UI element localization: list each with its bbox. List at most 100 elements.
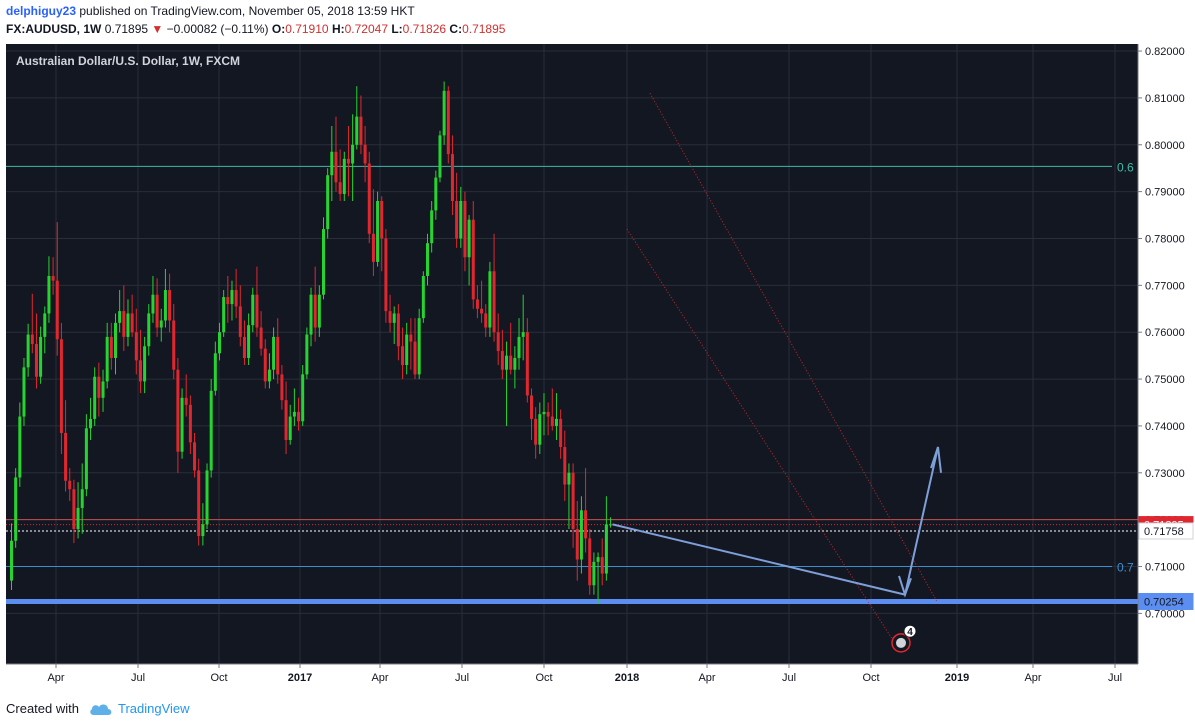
candle-down [484, 313, 488, 328]
y-axis-label: 0.80000 [1145, 140, 1185, 152]
price-change: −0.00082 (−0.11%) [166, 22, 269, 36]
candle-down [380, 200, 384, 239]
candle-up [376, 200, 380, 262]
candle-up [47, 275, 51, 314]
candle-down [297, 411, 301, 422]
candle-up [84, 428, 88, 490]
economic-event-badge[interactable]: 4 [891, 624, 917, 653]
chart-title: Australian Dollar/U.S. Dollar, 1W, FXCM [16, 54, 240, 68]
price-chart[interactable]: 0.6 0.7 0.82000 0.81000 0.80000 0.79000 0.780… [0, 44, 1195, 693]
candle-down [34, 343, 38, 377]
arrow-mid-head [898, 575, 912, 598]
candle-up [230, 290, 234, 305]
candle-down [338, 182, 342, 194]
y-axis-label: 0.70000 [1145, 608, 1185, 620]
candle-up [93, 376, 97, 419]
candle-down [238, 306, 242, 337]
y-axis-label: 0.82000 [1145, 46, 1185, 58]
publisher-name[interactable]: delphiguy23 [6, 4, 77, 18]
candle-down [475, 299, 479, 309]
candle-up [288, 416, 292, 440]
candle-down [134, 332, 138, 361]
x-axis-label: 2017 [288, 672, 312, 684]
candle-up [205, 470, 209, 525]
candle-up [326, 175, 330, 230]
tradingview-link[interactable]: TradingView [118, 701, 190, 716]
y-axis-label: 0.74000 [1145, 421, 1185, 433]
y-axis-label: 0.73000 [1145, 468, 1185, 480]
x-axis-label: Oct [535, 672, 552, 684]
candle-down [188, 404, 192, 443]
candle-down [550, 416, 554, 426]
x-axis-label: 2018 [615, 672, 639, 684]
level-label: 0.7 [1117, 561, 1134, 575]
candle-up [392, 313, 396, 323]
plot-area[interactable] [6, 44, 1138, 664]
candle-down [500, 350, 504, 370]
candle-up [10, 540, 13, 581]
candle-up [101, 381, 105, 398]
close-value: 0.71895 [462, 22, 506, 36]
candle-up [351, 144, 355, 164]
horizontal-levels: 0.6 0.7 [6, 160, 1138, 604]
open-value: 0.71910 [285, 22, 329, 36]
price-tag-box [1138, 522, 1194, 540]
channel-upper [649, 92, 938, 602]
x-axis-label: Apr [1024, 672, 1041, 684]
high-label: H: [331, 22, 345, 36]
price-tag-box [1138, 592, 1194, 610]
candle-down [588, 538, 592, 586]
candle-down [559, 418, 563, 448]
candle-up [18, 416, 22, 478]
candle-up [554, 418, 558, 426]
candle-down [409, 334, 413, 342]
candle-down [172, 320, 176, 370]
candle-down [234, 290, 238, 307]
candle-down [471, 219, 475, 300]
symbol-label: FX:AUDUSD, 1W [6, 22, 102, 36]
candle-down [276, 336, 280, 375]
candle-up [126, 313, 130, 337]
candle-down [492, 271, 496, 333]
candle-up [105, 336, 109, 382]
candle-up [342, 158, 346, 194]
candle-down [575, 529, 579, 560]
candle-up [218, 332, 221, 354]
candle-up [488, 271, 492, 328]
candle-down [313, 294, 317, 328]
event-count: 4 [907, 627, 913, 638]
candle-up [309, 294, 313, 335]
x-axis-label: Oct [862, 672, 879, 684]
candle-up [39, 336, 43, 377]
candle-up [505, 355, 509, 370]
price-axis[interactable] [1138, 44, 1195, 664]
x-axis-label: Jul [455, 672, 469, 684]
candle-up [143, 346, 147, 382]
candle-up [330, 151, 334, 176]
candle-up [442, 90, 446, 136]
candle-up [163, 290, 167, 321]
candle-up [267, 369, 271, 382]
y-axis-label: 0.77000 [1145, 280, 1185, 292]
price-tag-label: 0.70254 [1144, 596, 1184, 608]
candle-down [138, 360, 142, 382]
candle-up [209, 390, 213, 471]
candle-up [567, 472, 571, 485]
candle-down [334, 151, 338, 183]
close-label: C: [449, 22, 463, 36]
candle-up [180, 397, 184, 452]
candle-down [388, 311, 392, 323]
candle-down [480, 308, 484, 314]
open-label: O: [271, 22, 286, 36]
last-price: 0.71895 [104, 22, 149, 36]
descending-channel [626, 92, 938, 652]
candle-down [446, 90, 450, 155]
candle-up [114, 322, 117, 358]
candle-down [463, 200, 467, 258]
tradingview-cloud-icon[interactable] [88, 699, 114, 719]
candle-down [284, 400, 288, 440]
candle-down [109, 336, 113, 358]
candle-down [455, 200, 459, 239]
candle-up [292, 411, 296, 417]
candle-down [359, 116, 363, 145]
